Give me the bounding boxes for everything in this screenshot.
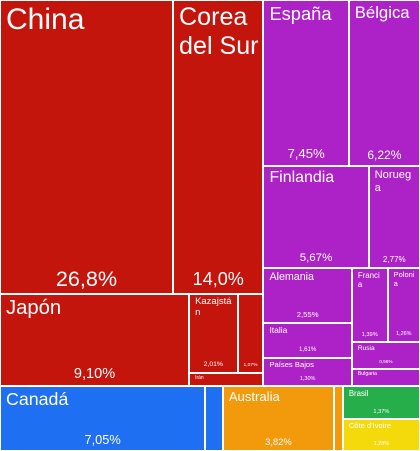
tile-label: Côte d'Ivoire [348, 421, 392, 431]
tile: Kazajstán 2,01% [189, 294, 238, 373]
value-label: 1,28% [373, 440, 390, 447]
tile: Irán [189, 372, 264, 386]
tile-label: Finlandia [269, 168, 335, 186]
value-label: 1,39% [361, 332, 378, 338]
tile: Francia 1,39% [351, 268, 388, 343]
value-label: 0,96% [379, 359, 393, 365]
tile-label: Irán [195, 374, 204, 381]
tile: Canadá 7,05% [0, 385, 206, 451]
value-label: 9,10% [73, 365, 116, 382]
tile-label: China [6, 3, 85, 36]
tile-label: Corea del Sur [179, 3, 259, 60]
tile: Brasil 1,37% [342, 385, 420, 420]
tile: Côte d'Ivoire 1,28% [342, 419, 420, 451]
tile: Polonia 1,26% [387, 268, 420, 343]
value-label: 1,07% [243, 362, 258, 369]
tile: Australia 3,82% [222, 385, 335, 451]
tile: Países Bajos 1,30% [263, 357, 352, 386]
value-label: 2,01% [203, 361, 224, 369]
tile: China 26,8% [0, 0, 174, 295]
tile [334, 385, 343, 451]
tile: Rusia 0,96% [351, 342, 420, 369]
tile-label: Polonia [393, 270, 415, 289]
tile [205, 385, 223, 451]
value-label: 1,26% [396, 331, 412, 338]
tile-label: Italia [269, 325, 288, 336]
value-label: 1,37% [373, 409, 390, 416]
tile-label: Kazajstán [195, 296, 232, 319]
tile: 1,07% [237, 294, 264, 373]
tile-label: Brasil [348, 388, 369, 398]
tile: Finlandia 5,67% [263, 165, 369, 269]
tile-label: Bulgaria [357, 371, 377, 378]
tile-label: España [269, 3, 332, 24]
value-label: 1,61% [298, 346, 317, 354]
tile: Corea del Sur 14,0% [173, 0, 264, 295]
tile-label: Australia [228, 388, 280, 404]
tile: Italia 1,61% [263, 323, 352, 358]
tile-label: Países Bajos [269, 359, 314, 369]
tile: España 7,45% [263, 0, 349, 166]
value-label: 3,82% [265, 435, 292, 447]
tile: Bulgaria [351, 369, 420, 386]
value-label: 2,77% [382, 254, 406, 264]
tile: Alemania 2,55% [263, 268, 352, 324]
tile: Bélgica 6,22% [348, 0, 420, 166]
value-label: 5,67% [299, 251, 333, 264]
tile-label: Alemania [269, 271, 314, 284]
value-label: 2,55% [296, 309, 319, 319]
tile-label: Bélgica [354, 3, 410, 22]
tile-label: Noruega [374, 168, 412, 194]
value-label: 7,05% [84, 431, 121, 447]
value-label: 26,8% [55, 265, 118, 291]
tile-label: Canadá [6, 388, 69, 409]
tile: Japón 9,10% [0, 294, 190, 386]
tile-label: Rusia [357, 345, 375, 353]
value-label: 1,30% [299, 375, 316, 382]
value-label: 14,0% [192, 269, 244, 290]
value-label: 7,45% [287, 146, 325, 162]
tile-label: Francia [357, 271, 380, 290]
value-label: 6,22% [367, 147, 402, 162]
tile-label: Japón [6, 297, 62, 320]
tile: Noruega 2,77% [368, 165, 420, 269]
